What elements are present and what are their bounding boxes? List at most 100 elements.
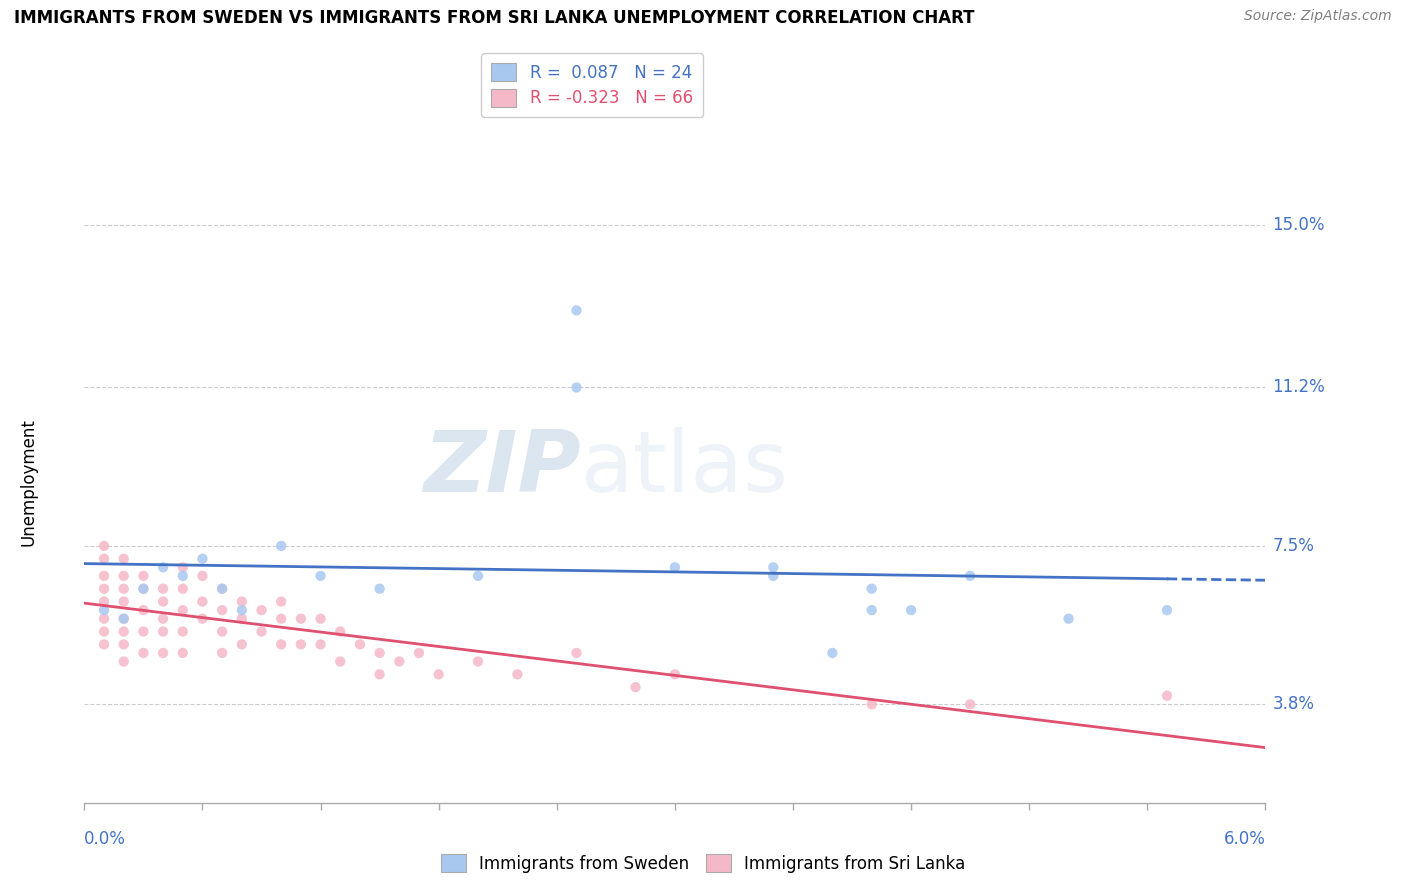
Point: [270, 612, 292, 626]
Point: [467, 655, 489, 669]
Point: [270, 594, 292, 608]
Point: [860, 603, 883, 617]
Point: [427, 667, 450, 681]
Text: 6.0%: 6.0%: [1223, 830, 1265, 847]
Point: [762, 560, 785, 574]
Point: [368, 646, 391, 660]
Point: [467, 569, 489, 583]
Point: [172, 603, 194, 617]
Point: [93, 637, 115, 651]
Point: [900, 603, 922, 617]
Point: [93, 594, 115, 608]
Text: ZIP: ZIP: [423, 427, 581, 510]
Point: [565, 303, 588, 318]
Point: [1156, 689, 1178, 703]
Text: 11.2%: 11.2%: [1272, 378, 1326, 396]
Point: [211, 582, 233, 596]
Point: [132, 603, 155, 617]
Point: [172, 560, 194, 574]
Point: [93, 612, 115, 626]
Point: [624, 680, 647, 694]
Point: [93, 569, 115, 583]
Point: [93, 582, 115, 596]
Point: [231, 594, 253, 608]
Point: [152, 612, 174, 626]
Point: [250, 624, 273, 639]
Point: [270, 637, 292, 651]
Point: [250, 603, 273, 617]
Point: [112, 612, 135, 626]
Point: [506, 667, 529, 681]
Point: [762, 569, 785, 583]
Point: [368, 582, 391, 596]
Point: [270, 539, 292, 553]
Point: [152, 624, 174, 639]
Point: [821, 646, 844, 660]
Text: 7.5%: 7.5%: [1272, 537, 1315, 555]
Point: [664, 667, 686, 681]
Point: [112, 551, 135, 566]
Text: Unemployment: Unemployment: [20, 417, 37, 546]
Point: [211, 646, 233, 660]
Legend: Immigrants from Sweden, Immigrants from Sri Lanka: Immigrants from Sweden, Immigrants from …: [434, 847, 972, 880]
Point: [290, 612, 312, 626]
Point: [112, 582, 135, 596]
Text: IMMIGRANTS FROM SWEDEN VS IMMIGRANTS FROM SRI LANKA UNEMPLOYMENT CORRELATION CHA: IMMIGRANTS FROM SWEDEN VS IMMIGRANTS FRO…: [14, 9, 974, 27]
Point: [172, 624, 194, 639]
Legend: R =  0.087   N = 24, R = -0.323   N = 66: R = 0.087 N = 24, R = -0.323 N = 66: [481, 54, 703, 117]
Text: 3.8%: 3.8%: [1272, 696, 1315, 714]
Point: [132, 624, 155, 639]
Point: [93, 539, 115, 553]
Point: [329, 655, 352, 669]
Point: [408, 646, 430, 660]
Point: [132, 569, 155, 583]
Point: [132, 646, 155, 660]
Point: [191, 551, 214, 566]
Point: [211, 603, 233, 617]
Point: [959, 698, 981, 712]
Point: [565, 380, 588, 394]
Text: Source: ZipAtlas.com: Source: ZipAtlas.com: [1244, 9, 1392, 23]
Point: [172, 582, 194, 596]
Point: [664, 560, 686, 574]
Point: [152, 646, 174, 660]
Point: [152, 560, 174, 574]
Point: [349, 637, 371, 651]
Text: atlas: atlas: [581, 427, 789, 510]
Point: [112, 637, 135, 651]
Point: [309, 569, 332, 583]
Point: [1156, 603, 1178, 617]
Point: [860, 582, 883, 596]
Point: [231, 612, 253, 626]
Point: [860, 698, 883, 712]
Point: [231, 603, 253, 617]
Point: [211, 582, 233, 596]
Point: [152, 594, 174, 608]
Point: [93, 551, 115, 566]
Point: [93, 624, 115, 639]
Point: [112, 655, 135, 669]
Point: [565, 646, 588, 660]
Point: [132, 582, 155, 596]
Point: [152, 582, 174, 596]
Point: [112, 569, 135, 583]
Point: [112, 624, 135, 639]
Point: [93, 603, 115, 617]
Point: [132, 582, 155, 596]
Point: [191, 594, 214, 608]
Point: [172, 646, 194, 660]
Point: [112, 594, 135, 608]
Point: [309, 612, 332, 626]
Point: [290, 637, 312, 651]
Point: [191, 612, 214, 626]
Point: [231, 637, 253, 651]
Point: [1057, 612, 1080, 626]
Point: [211, 624, 233, 639]
Point: [309, 637, 332, 651]
Point: [112, 612, 135, 626]
Point: [959, 569, 981, 583]
Point: [191, 569, 214, 583]
Point: [368, 667, 391, 681]
Point: [172, 569, 194, 583]
Point: [388, 655, 411, 669]
